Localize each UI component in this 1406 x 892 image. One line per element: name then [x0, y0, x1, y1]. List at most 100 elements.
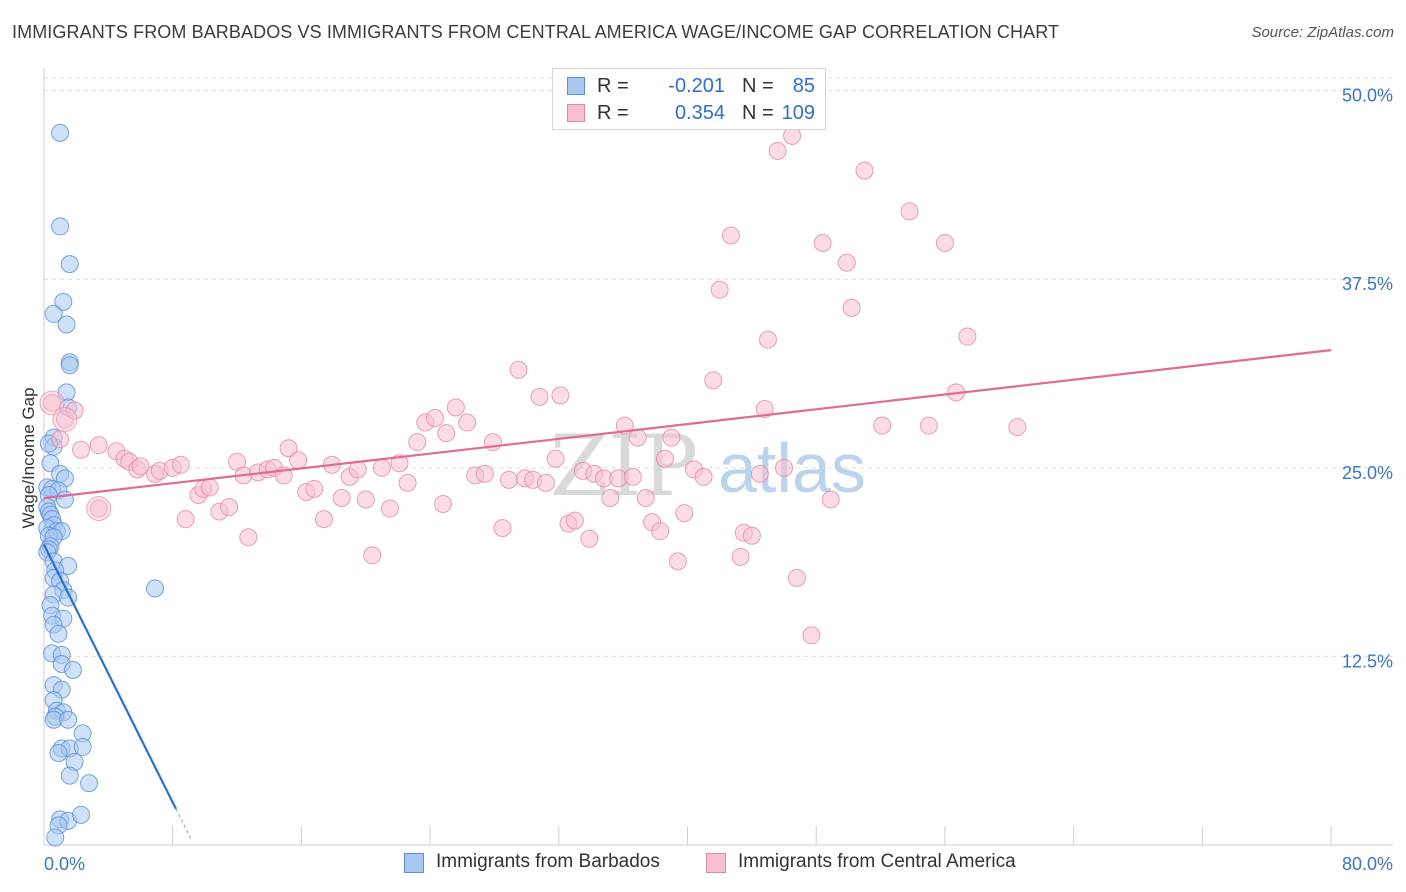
- legend-n-label: N =: [742, 75, 774, 97]
- central-america-point: [694, 467, 713, 486]
- legend-swatch-blue: [567, 77, 585, 95]
- barbados-trendline-extension: [175, 808, 193, 842]
- central-america-point: [731, 547, 750, 566]
- central-america-point: [651, 522, 670, 541]
- legend-n-label: N =: [742, 102, 774, 124]
- barbados-trendline: [43, 544, 177, 810]
- barbados-point: [63, 660, 82, 679]
- central-america-point: [742, 526, 761, 545]
- y-tick-label: 25.0%: [1342, 463, 1393, 483]
- central-america-point: [601, 488, 620, 507]
- y-tick-label: 12.5%: [1342, 651, 1393, 671]
- barbados-point: [51, 217, 70, 236]
- central-america-point: [842, 298, 861, 317]
- central-america-point: [314, 510, 333, 529]
- central-america-point: [768, 141, 787, 160]
- x-tick-label: 80.0%: [1342, 854, 1393, 874]
- trend-layer: [43, 349, 1332, 842]
- x-tick-label: 0.0%: [44, 854, 85, 874]
- barbados-point: [59, 710, 78, 729]
- axis-layer: [43, 68, 1393, 846]
- central-america-point: [775, 458, 794, 477]
- central-america-trendline: [43, 349, 1332, 500]
- central-america-point: [900, 202, 919, 221]
- central-america-point: [802, 626, 821, 645]
- bottom-legend-swatch-pink: [706, 853, 726, 873]
- barbados-point: [55, 490, 74, 509]
- central-america-point-large: [52, 407, 78, 433]
- central-america-point: [855, 161, 874, 180]
- central-america-point: [636, 488, 655, 507]
- barbados-point: [80, 774, 99, 793]
- legend-r-label: R =: [597, 102, 629, 124]
- central-america-point: [536, 473, 555, 492]
- central-america-point: [758, 330, 777, 349]
- central-america-point: [279, 439, 298, 458]
- central-america-point: [458, 413, 477, 432]
- bottom-legend-label: Immigrants from Barbados: [436, 851, 660, 872]
- y-axis-title: Wage/Income Gap: [19, 387, 38, 528]
- central-america-point: [89, 436, 108, 455]
- central-america-point: [425, 409, 444, 428]
- central-america-point: [958, 327, 977, 346]
- barbados-point: [49, 624, 68, 643]
- legend-r-label: R =: [597, 75, 629, 97]
- central-america-point: [662, 428, 681, 447]
- central-america-point-large: [39, 390, 65, 416]
- points-layer: [38, 123, 1027, 847]
- central-america-point: [710, 280, 729, 299]
- legend-r-value: -0.201: [668, 75, 725, 97]
- legend-n-value: 109: [781, 102, 815, 124]
- central-america-point: [551, 386, 570, 405]
- central-america-point: [390, 454, 409, 473]
- central-america-point: [565, 511, 584, 530]
- central-america-point: [750, 464, 769, 483]
- barbados-point: [60, 766, 79, 785]
- central-america-point: [821, 490, 840, 509]
- central-america-point: [437, 424, 456, 443]
- barbados-point: [44, 304, 63, 323]
- central-america-point: [51, 430, 70, 449]
- central-america-point: [530, 387, 549, 406]
- central-america-point: [655, 449, 674, 468]
- central-america-point: [873, 416, 892, 435]
- bottom-legend-swatch-blue: [404, 853, 424, 873]
- source-label: Source: ZipAtlas.com: [1251, 24, 1394, 41]
- central-america-point: [837, 253, 856, 272]
- central-america-point: [131, 457, 150, 476]
- barbados-point: [72, 805, 91, 824]
- central-america-point: [509, 360, 528, 379]
- barbados-point: [60, 356, 79, 375]
- central-america-point: [493, 519, 512, 538]
- chart-title: IMMIGRANTS FROM BARBADOS VS IMMIGRANTS F…: [12, 22, 1060, 42]
- central-america-point: [176, 510, 195, 529]
- central-america-point: [305, 479, 324, 498]
- central-america-point: [499, 470, 518, 489]
- central-america-point: [89, 499, 108, 518]
- barbados-point: [57, 315, 76, 334]
- barbados-point: [60, 255, 79, 274]
- central-america-point: [787, 568, 806, 587]
- barbados-point: [51, 123, 70, 142]
- central-america-point: [43, 393, 62, 412]
- central-america-point: [332, 488, 351, 507]
- central-america-point: [628, 428, 647, 447]
- central-america-point: [356, 490, 375, 509]
- central-america-point: [363, 546, 382, 565]
- central-america-point: [721, 226, 740, 245]
- label-layer: 12.5% 25.0% 37.5% 50.0% 0.0% 80.0% Wage/Income…: [19, 86, 1393, 874]
- central-america-point: [704, 371, 723, 390]
- central-america-point: [380, 499, 399, 518]
- central-america-point: [668, 552, 687, 571]
- central-america-point: [755, 399, 774, 418]
- y-tick-label: 50.0%: [1342, 86, 1393, 106]
- central-america-point: [580, 529, 599, 548]
- central-america-point-large: [86, 496, 112, 522]
- y-tick-label: 37.5%: [1342, 274, 1393, 294]
- correlation-legend: R = -0.201 N = 85 R = 0.354 N = 109: [552, 68, 826, 130]
- central-america-point: [289, 451, 308, 470]
- central-america-point: [372, 458, 391, 477]
- central-america-point: [408, 433, 427, 452]
- central-america-point: [919, 416, 938, 435]
